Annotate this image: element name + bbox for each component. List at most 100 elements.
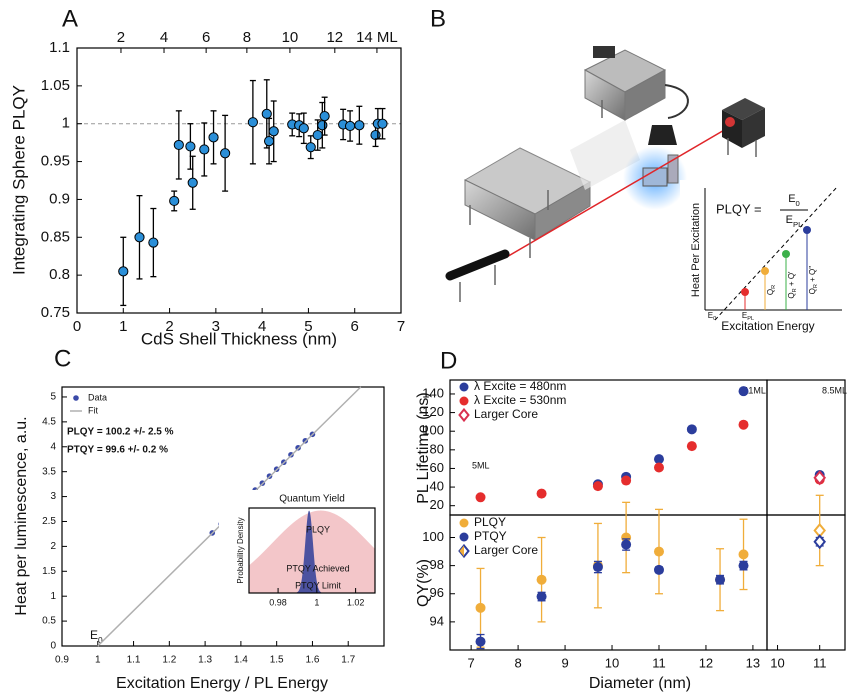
panel-label: D [440, 347, 457, 374]
y-tick-label: 1.5 [42, 566, 56, 577]
schematic-q-label-sub: R [792, 288, 798, 292]
schematic-fit-line [714, 185, 839, 321]
data-point [220, 148, 231, 159]
x-tick-label: 11 [652, 655, 666, 670]
schematic-axis-label-main: E [742, 311, 747, 320]
schematic-q-label-tail: + Q' [787, 271, 796, 288]
schematic-axis-label-sub: PL [747, 316, 754, 322]
schematic-q-label-main: Q [766, 289, 775, 295]
data-point [738, 560, 749, 571]
y-tick-label: 60 [430, 460, 444, 475]
equation-denominator-main: E [786, 214, 793, 226]
y-tick-label: 98 [430, 557, 444, 572]
data-point [475, 602, 486, 613]
data-point [148, 237, 159, 248]
filter [667, 154, 679, 184]
y-tick-label: 40 [430, 479, 444, 494]
data-point [715, 574, 726, 585]
apparatus-illustration [445, 46, 765, 302]
schematic-q-label: QR + Q' [787, 271, 798, 299]
equation-numerator-main: E [788, 193, 795, 205]
origin-label-main: E [90, 628, 98, 642]
data-point [621, 532, 632, 543]
data-point [319, 111, 330, 122]
x-tick-label: 5 [304, 318, 312, 335]
x-tick-label: 3 [212, 318, 220, 335]
equation-denominator: EPL [786, 214, 803, 229]
schematic-q-label-main: Q [808, 288, 817, 294]
plot-frame [61, 386, 385, 647]
x-tick-label: 10 [605, 655, 619, 670]
schematic-q-label-main: Q [787, 292, 796, 298]
y-tick-label: 0.95 [41, 153, 70, 170]
legend-swatch [73, 395, 79, 401]
x-tick-label: 1 [95, 655, 101, 666]
camera-front [624, 69, 666, 121]
inset-title: Quantum Yield [279, 494, 345, 505]
data-point [686, 441, 697, 452]
y-tick-label: 80 [430, 441, 444, 456]
schematic-q-label: QR + Q'' [808, 265, 819, 294]
x-axis-label: Diameter (nm) [589, 675, 691, 692]
detector-top [722, 98, 765, 120]
y-tick-label: 0.8 [49, 266, 70, 283]
laser-pointer [445, 249, 510, 281]
x-tick-label: 1.2 [162, 655, 176, 666]
data-point [134, 232, 145, 243]
data-point [344, 120, 356, 132]
legend-label: Data [88, 392, 107, 402]
y-axis-label: QY(%) [415, 559, 432, 607]
x-tick-label: 7 [468, 655, 475, 670]
annotation: PTQY = 99.6 +/- 0.2 % [67, 445, 168, 456]
panel-label: B [430, 5, 446, 32]
data-point [738, 549, 749, 560]
legend-swatch [458, 407, 470, 423]
data-point [536, 488, 547, 499]
y-tick-label: 20 [430, 497, 444, 512]
plot-frame [76, 47, 402, 314]
annotation: 5ML [472, 460, 490, 470]
legend-label: Larger Core [474, 543, 538, 557]
schematic-axis-label: E0 [708, 311, 716, 322]
legend-swatch [459, 382, 469, 392]
y-axis-label: Integrating Sphere PLQY [9, 85, 28, 275]
legend-swatch [459, 545, 464, 557]
x-axis-label: Excitation Energy / PL Energy [116, 675, 328, 692]
data-point [813, 534, 827, 550]
y-tick-label: 120 [422, 404, 444, 419]
y-tick-label: 0.85 [41, 228, 70, 245]
schematic-q-label-tail: + Q'' [808, 265, 817, 284]
data-point [173, 139, 184, 151]
equation-numerator-sub: 0 [796, 199, 800, 208]
legend-label: Larger Core [474, 407, 538, 421]
cable [664, 84, 689, 119]
y-tick-label: 0 [50, 641, 56, 652]
x-tick-label: 0.98 [269, 597, 287, 607]
x-tick-label: 1.4 [234, 655, 248, 666]
density-curve [249, 510, 375, 593]
x-tick-label: 10 [282, 29, 299, 46]
data-point [813, 470, 827, 486]
x-axis-label: CdS Shell Thickness (nm) [141, 329, 337, 348]
y-tick-label: 94 [430, 613, 444, 628]
schematic: PLQY = Heat Per Excitation Excitation En… [680, 180, 846, 338]
legend-label: PTQY [474, 529, 507, 543]
y-tick-label: 3.5 [42, 466, 56, 477]
y-tick-label: 96 [430, 585, 444, 600]
inset-label: PLQY [306, 524, 330, 534]
x-tick-label: 1 [314, 597, 319, 607]
data-point [317, 120, 328, 131]
schematic-q-label: QR [766, 285, 777, 295]
schematic-point [741, 288, 749, 296]
x-tick-label: 12 [326, 29, 343, 46]
data-point [377, 118, 388, 129]
y-tick-label: 5 [50, 392, 56, 403]
data-point [169, 195, 180, 207]
annotation: PLQY = 100.2 +/- 2.5 % [67, 427, 174, 438]
y-tick-label: 4.5 [42, 417, 56, 428]
data-point [621, 539, 632, 550]
origin-label: E0 [90, 628, 103, 645]
data-point [263, 136, 275, 147]
y-tick-label: 2 [50, 541, 56, 552]
